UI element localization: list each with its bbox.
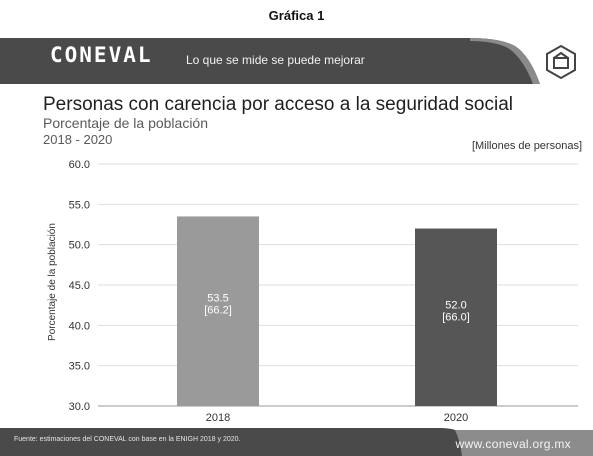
bar-value-label: 53.5 [207,293,228,305]
coneval-logo: CONEVAL [50,43,153,67]
y-tick-label: 40.0 [69,320,90,332]
y-tick-label: 60.0 [69,159,90,171]
bar-millions-label: [66.2] [204,305,232,317]
coneval-emblem-icon [546,44,576,80]
y-tick-label: 45.0 [69,280,90,292]
y-tick-label: 50.0 [69,240,90,252]
brand-banner [0,38,540,84]
bar-2018 [177,216,259,406]
bar-millions-label: [66.0] [442,311,470,323]
chart-caption: Gráfica 1 [268,8,325,23]
units-note: [Millones de personas] [471,140,582,152]
brand-tagline: Lo que se mide se puede mejorar [186,53,365,67]
bar-value-label: 52.0 [445,299,466,311]
chart-period: 2018 - 2020 [43,132,113,147]
bar-2020 [415,228,497,406]
x-tick-label: 2020 [444,412,468,424]
website-link[interactable]: www.coneval.org.mx [455,437,571,451]
y-tick-label: 30.0 [69,401,90,413]
y-tick-label: 55.0 [69,199,90,211]
chart-title: Personas con carencia por acceso a la se… [43,94,513,115]
chart-subtitle: Porcentaje de la población [43,115,209,131]
y-axis-label: Porcentaje de la población [47,223,58,341]
x-tick-label: 2018 [206,412,230,424]
footer-band [0,428,470,456]
footer-url-band [455,430,593,456]
source-note: Fuente: estimaciones del CONEVAL con bas… [14,436,241,443]
y-tick-label: 35.0 [69,361,90,373]
